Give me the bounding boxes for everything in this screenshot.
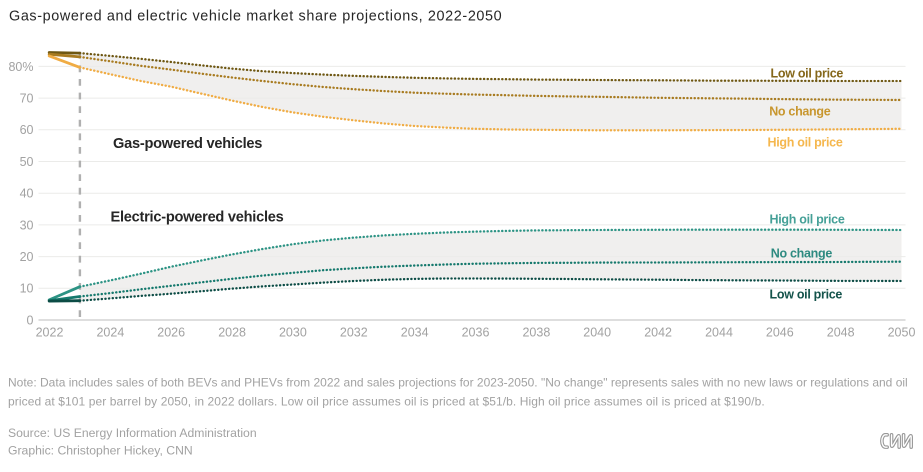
svg-text:High oil price: High oil price: [768, 136, 843, 150]
svg-text:2026: 2026: [157, 326, 185, 340]
svg-text:2028: 2028: [218, 326, 246, 340]
svg-text:0: 0: [27, 313, 34, 327]
svg-text:2048: 2048: [827, 326, 855, 340]
svg-text:Graphic: Christopher Hickey, C: Graphic: Christopher Hickey, CNN: [8, 444, 193, 458]
svg-text:Source: US Energy Information: Source: US Energy Information Administra…: [8, 426, 257, 440]
svg-text:70: 70: [20, 92, 34, 106]
svg-text:No change: No change: [769, 104, 831, 118]
svg-text:2044: 2044: [705, 326, 733, 340]
svg-text:2024: 2024: [96, 326, 124, 340]
svg-text:2050: 2050: [888, 326, 916, 340]
svg-text:High oil price: High oil price: [770, 212, 845, 226]
svg-text:2038: 2038: [522, 326, 550, 340]
svg-text:60: 60: [20, 123, 34, 137]
svg-text:Note: Data includes sales of b: Note: Data includes sales of both BEVs a…: [8, 376, 908, 390]
svg-text:2046: 2046: [766, 326, 794, 340]
svg-text:50: 50: [20, 155, 34, 169]
svg-text:2022: 2022: [36, 326, 64, 340]
svg-text:Low oil price: Low oil price: [770, 287, 843, 301]
svg-text:2034: 2034: [401, 326, 429, 340]
svg-text:80%: 80%: [8, 60, 33, 74]
svg-text:Gas-powered and electric vehic: Gas-powered and electric vehicle market …: [9, 9, 502, 25]
svg-text:2040: 2040: [583, 326, 611, 340]
svg-text:10: 10: [20, 282, 34, 296]
svg-text:40: 40: [20, 187, 34, 201]
svg-text:Gas-powered vehicles: Gas-powered vehicles: [113, 136, 262, 152]
svg-text:2042: 2042: [644, 326, 672, 340]
svg-text:Low oil price: Low oil price: [771, 67, 844, 81]
svg-text:2036: 2036: [462, 326, 490, 340]
svg-text:20: 20: [20, 250, 34, 264]
svg-text:2032: 2032: [340, 326, 368, 340]
svg-text:No change: No change: [771, 246, 833, 260]
svg-text:priced at $101 per barrel by 2: priced at $101 per barrel by 2050, in 20…: [8, 395, 765, 409]
svg-text:Electric-powered vehicles: Electric-powered vehicles: [111, 209, 284, 225]
svg-text:2030: 2030: [279, 326, 307, 340]
svg-text:30: 30: [20, 218, 34, 232]
